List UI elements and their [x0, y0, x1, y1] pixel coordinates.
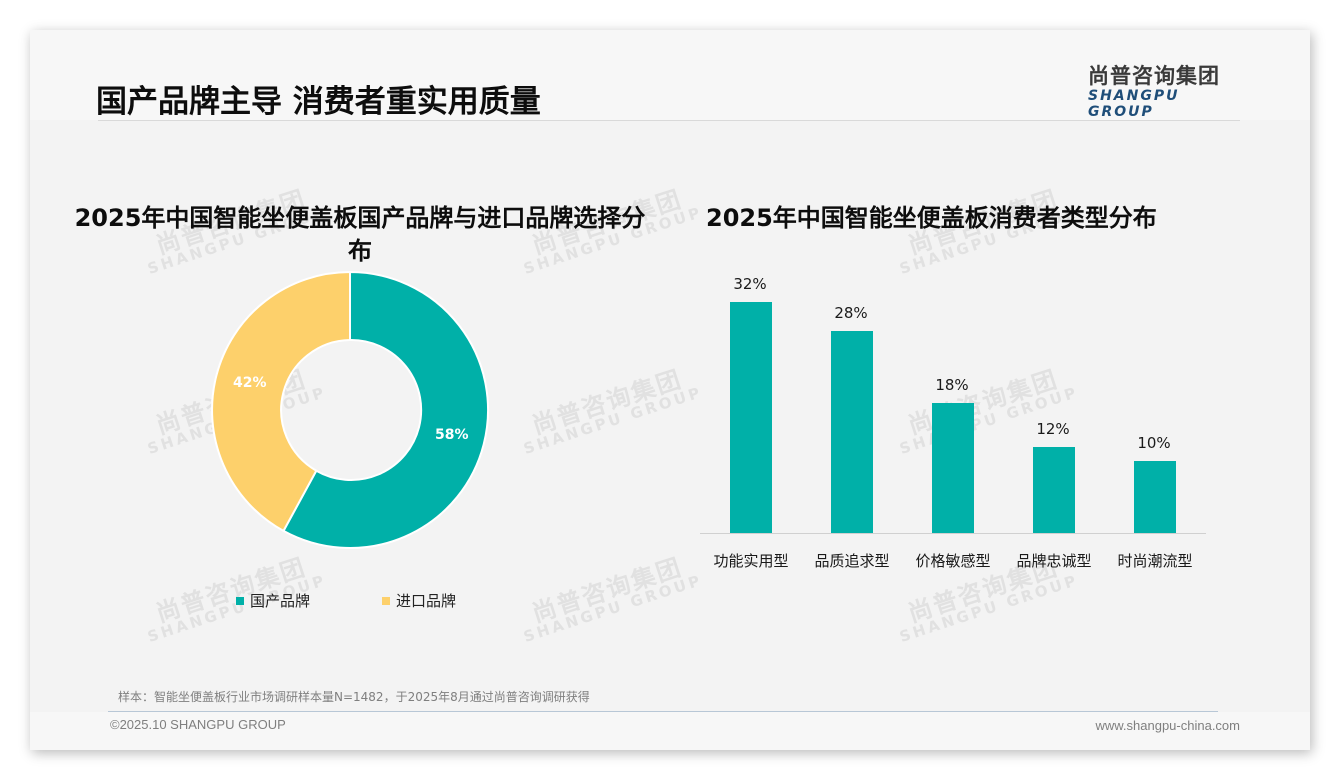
bar-fashion: [1134, 461, 1176, 533]
legend-item-domestic: 国产品牌: [236, 590, 382, 611]
bar-price: [932, 403, 974, 533]
logo-cn-text: 尚普咨询集团: [1088, 64, 1220, 88]
donut-label-import: 42%: [233, 375, 267, 391]
bar-category: 价格敏感型: [915, 552, 991, 570]
donut-legend: 国产品牌 进口品牌: [236, 590, 528, 611]
bar-value: 32%: [733, 275, 767, 293]
bar-chart-title: 2025年中国智能坐便盖板消费者类型分布: [706, 204, 1157, 232]
watermark: 尚普咨询集团 SHANGPU GROUP: [521, 364, 705, 458]
donut-slice-import: [211, 270, 351, 533]
watermark: 尚普咨询集团 SHANGPU GROUP: [521, 552, 705, 646]
legend-item-import: 进口品牌: [382, 590, 528, 611]
legend-swatch-icon: [382, 596, 390, 605]
bar-quality: [831, 331, 873, 533]
bar-category: 功能实用型: [713, 552, 789, 570]
header-band: [30, 30, 1310, 120]
company-logo: 尚普咨询集团 SHANGPU GROUP: [1088, 64, 1248, 120]
legend-swatch-icon: [236, 596, 244, 605]
slide: 尚普咨询集团 SHANGPU GROUP 尚普咨询集团 SHANGPU GROU…: [30, 30, 1310, 750]
x-axis-line: [700, 533, 1206, 534]
bar-functional: [730, 302, 772, 533]
bar-value: 10%: [1137, 434, 1171, 452]
bar-brand-loyal: [1033, 447, 1075, 533]
header-divider: [98, 120, 1240, 121]
sample-note: 样本：智能坐便盖板行业市场调研样本量N=1482，于2025年8月通过尚普咨询调…: [118, 690, 590, 704]
bar-category: 时尚潮流型: [1117, 552, 1193, 570]
copyright-text: ©2025.10 SHANGPU GROUP: [110, 717, 286, 732]
donut-label-domestic: 58%: [435, 427, 469, 443]
donut-chart: 58% 42%: [210, 270, 490, 550]
donut-chart-title: 2025年中国智能坐便盖板国产品牌与进口品牌选择分 布: [74, 204, 646, 265]
bar-value: 12%: [1036, 420, 1070, 438]
website-link[interactable]: www.shangpu-china.com: [1095, 718, 1240, 733]
page-title: 国产品牌主导 消费者重实用质量: [96, 84, 541, 120]
bar-value: 28%: [834, 304, 868, 322]
footer-divider: [108, 711, 1218, 712]
footer-band: [30, 712, 1310, 750]
bar-category: 品牌忠诚型: [1016, 552, 1092, 570]
bar-value: 18%: [935, 376, 969, 394]
donut-svg: [211, 270, 489, 549]
bar-chart: 32% 功能实用型 28% 品质追求型 18% 价格敏感型 12% 品牌忠诚型 …: [700, 270, 1206, 570]
donut-slice-domestic: [282, 270, 489, 549]
logo-en-text: SHANGPU GROUP: [1088, 88, 1180, 120]
bar-category: 品质追求型: [814, 552, 890, 570]
